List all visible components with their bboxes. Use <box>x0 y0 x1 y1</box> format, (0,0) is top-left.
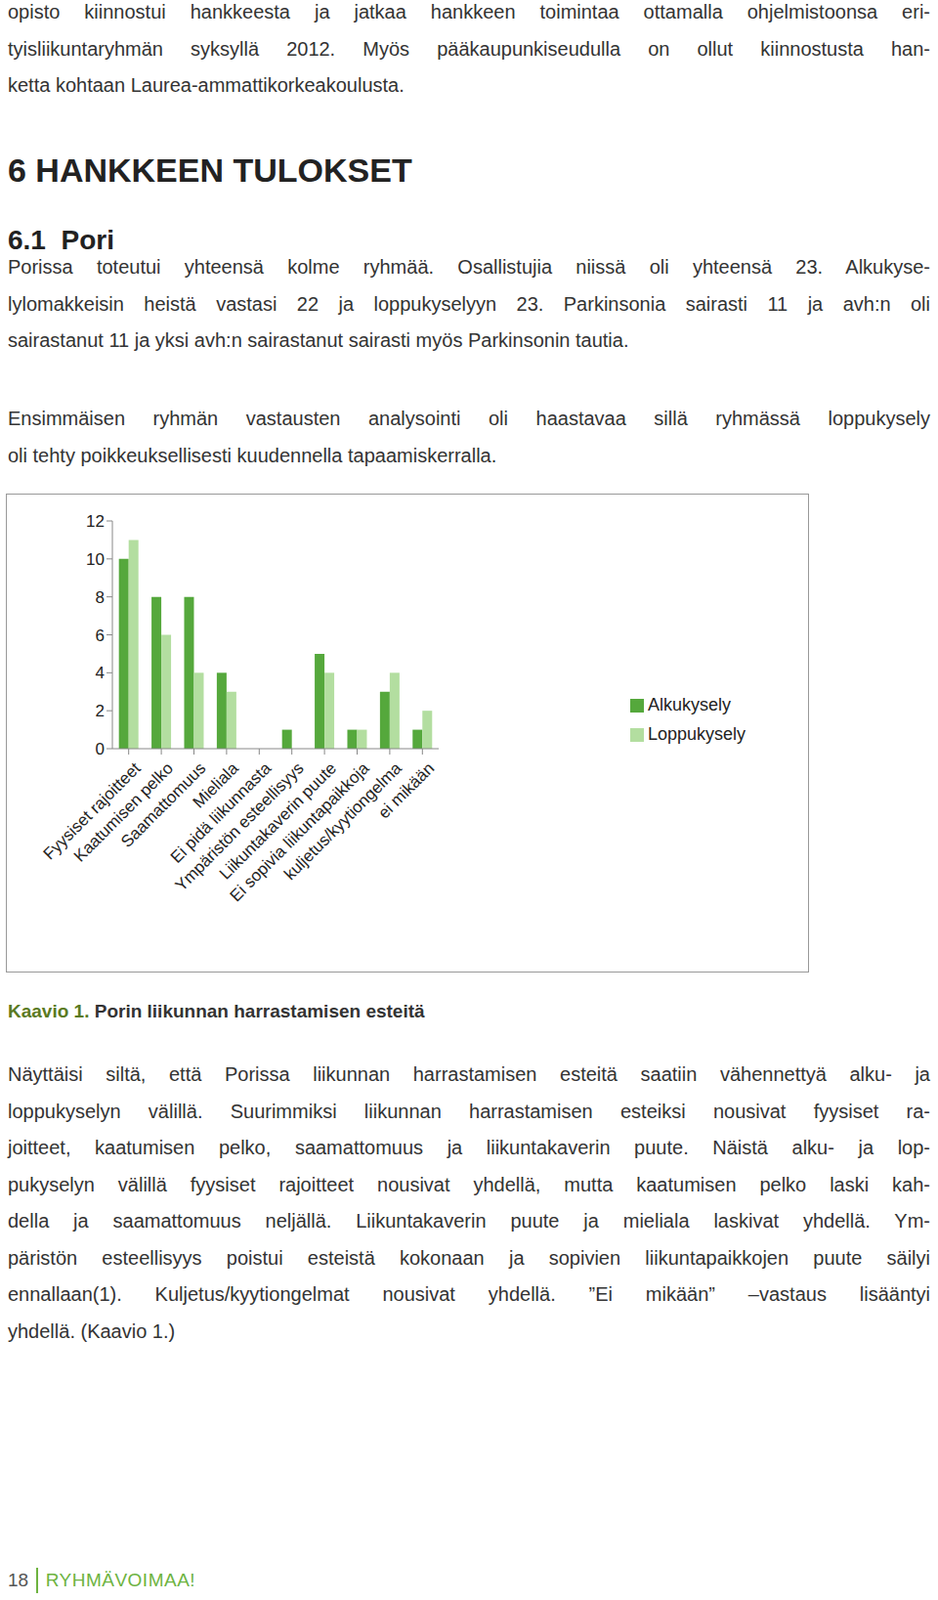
html-text:joitteet, kaatumisen pelko, sa: joitteet, kaatumisen pelko, saamattomuus… <box>7 1136 931 1158</box>
svg-text:0: 0 <box>95 739 105 759</box>
html-text:päristön esteellisyys poistui: päristön esteellisyys poistui esteistä k… <box>7 1246 931 1268</box>
html-text:Näyttäisi siltä, että Porissa: Näyttäisi siltä, että Porissa liikunnan … <box>7 1063 931 1085</box>
svg-text:8: 8 <box>95 588 105 607</box>
svg-text:kuljetus/kyytiongelma: kuljetus/kyytiongelma <box>280 758 406 884</box>
svg-text:12: 12 <box>85 511 105 531</box>
svg-text:Mieliala: Mieliala <box>189 758 243 812</box>
html-text:6 HANKKEEN TULOKSET: 6 HANKKEEN TULOKSET <box>7 151 413 189</box>
html-text:6.1 Pori: 6.1 Pori <box>7 224 115 256</box>
html-text:sairastanut 11 ja yksi avh:n s: sairastanut 11 ja yksi avh:n sairastanut… <box>7 329 629 351</box>
html-text:Ensimmäisen ryhmän vastausten: Ensimmäisen ryhmän vastausten analysoint… <box>7 407 931 429</box>
svg-text:Saamattomuus: Saamattomuus <box>117 758 210 851</box>
html-text:Alkukysely: Alkukysely <box>647 694 731 715</box>
svg-text:Ympäristön esteellisyys: Ympäristön esteellisyys <box>171 758 308 895</box>
html-text:pukyselyn välillä fyysiset raj: pukyselyn välillä fyysiset rajoitteet no… <box>7 1172 931 1195</box>
html-text:RYHMÄVOIMAA!: RYHMÄVOIMAA! <box>45 1569 196 1590</box>
html-text:Porissa toteutui yhteensä kolm: Porissa toteutui yhteensä kolme ryhmää. … <box>7 255 931 278</box>
html-text:Loppukysely: Loppukysely <box>647 724 746 744</box>
svg-text:10: 10 <box>85 550 105 569</box>
html-text:oli tehty poikkeuksellisesti k: oli tehty poikkeuksellisesti kuudennella… <box>7 444 497 466</box>
svg-text:6: 6 <box>95 626 105 645</box>
html-text:yhdellä. (Kaavio 1.): yhdellä. (Kaavio 1.) <box>7 1319 176 1342</box>
svg-text:Kaatumisen pelko: Kaatumisen pelko <box>70 758 177 866</box>
html-text:18: 18 <box>7 1569 29 1590</box>
svg-text:4: 4 <box>95 663 105 683</box>
svg-text:Ei sopivia liikuntapaikkoja: Ei sopivia liikuntapaikkoja <box>226 758 374 905</box>
svg-text:Ei pidä liikunnasta: Ei pidä liikunnasta <box>166 758 275 867</box>
html-text:opisto kiinnostui hankkeesta j: opisto kiinnostui hankkeesta ja jatkaa h… <box>7 0 931 23</box>
html-text:della ja saamattomuus neljällä: della ja saamattomuus neljällä. Liikunta… <box>7 1209 931 1232</box>
html-text:lylomakkeisin heistä vastasi 2: lylomakkeisin heistä vastasi 22 ja loppu… <box>7 292 931 315</box>
svg-text:2: 2 <box>95 701 105 721</box>
svg-text:ei mikään: ei mikään <box>374 758 438 822</box>
html-text:loppukyselyn välillä. Suurimmi: loppukyselyn välillä. Suurimmiksi liikun… <box>7 1099 931 1122</box>
html-text:ketta kohtaan Laurea-ammattiko: ketta kohtaan Laurea-ammattikorkeakoulus… <box>7 74 405 96</box>
html-text:ennallaan(1). Kuljetus/kyytion: ennallaan(1). Kuljetus/kyytiongelmat nou… <box>7 1282 931 1305</box>
svg-text:Liikuntakaverin puute: Liikuntakaverin puute <box>215 758 341 883</box>
html-text:Kaavio 1. Porin liikunnan harr: Kaavio 1. Porin liikunnan harrastamisen … <box>7 1000 425 1022</box>
svg-text:Fyysiset rajoitteet: Fyysiset rajoitteet <box>39 758 145 864</box>
html-text:tyisliikuntaryhmän syksyllä 20: tyisliikuntaryhmän syksyllä 2012. Myös p… <box>7 37 931 60</box>
